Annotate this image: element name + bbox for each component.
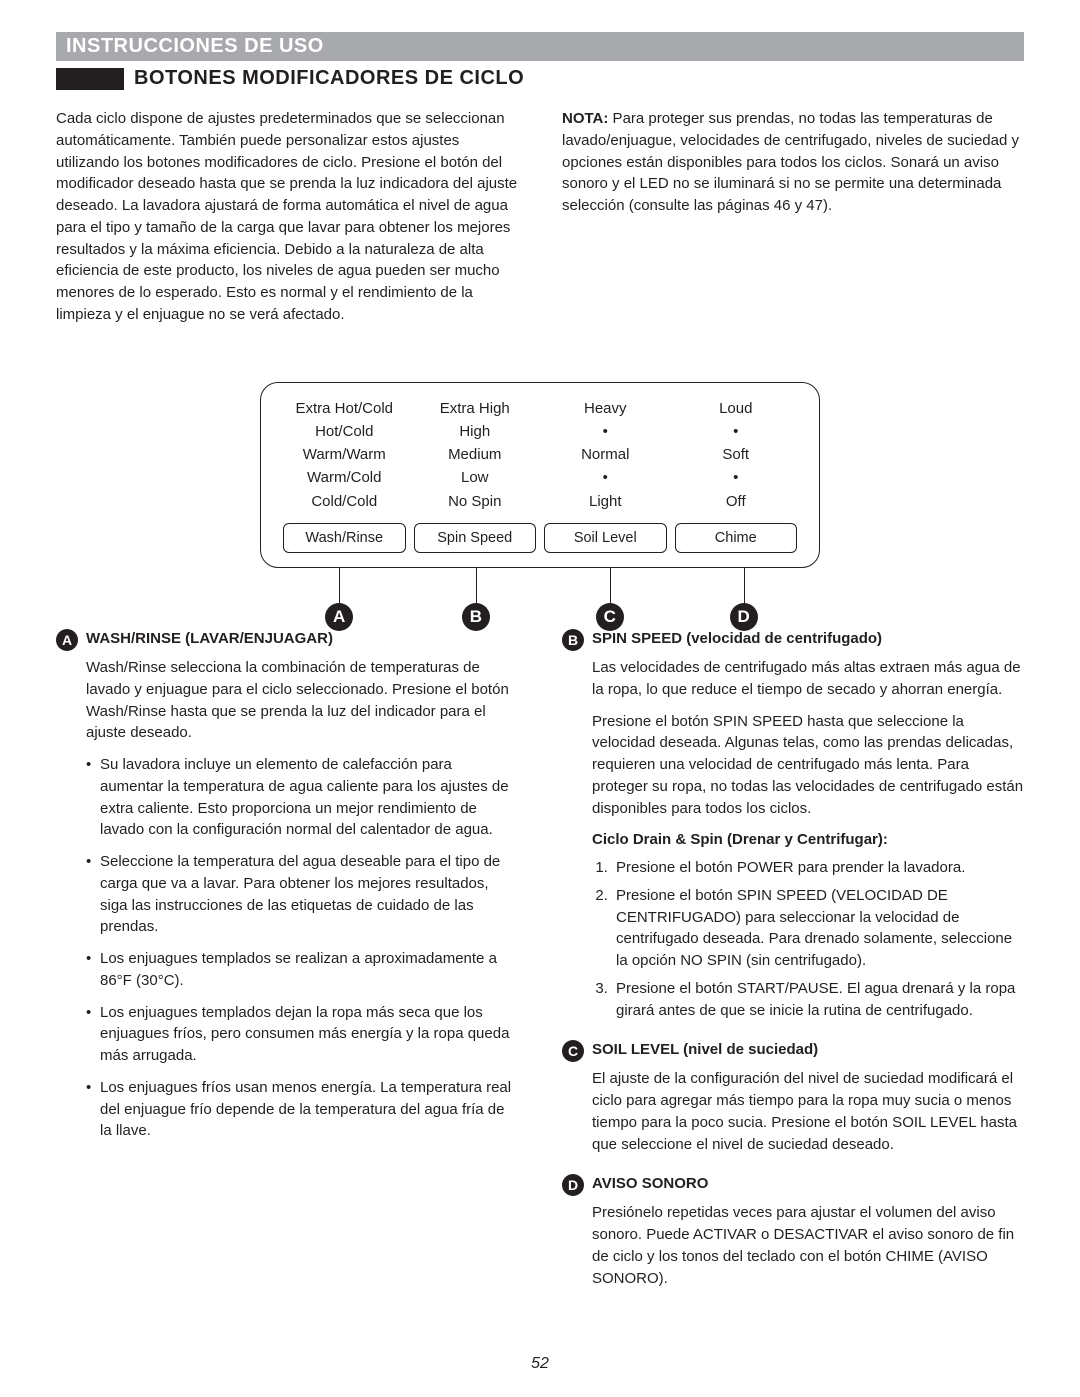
- panel-option: Normal: [544, 443, 667, 466]
- panel-callout-b: B: [462, 603, 490, 631]
- detail-col-left: A WASH/RINSE (LAVAR/ENJUAGAR) Wash/Rinse…: [56, 628, 518, 1307]
- page: INSTRUCCIONES DE USO BOTONES MODIFICADOR…: [0, 0, 1080, 1339]
- bullet-c-icon: C: [562, 1040, 584, 1062]
- panel-options: Loud•Soft•Off: [675, 397, 798, 513]
- panel-option: •: [544, 466, 667, 489]
- control-panel-wrap: Extra Hot/ColdHot/ColdWarm/WarmWarm/Cold…: [56, 382, 1024, 569]
- bullet-a-icon: A: [56, 629, 78, 651]
- panel-option: High: [414, 420, 537, 443]
- nota-label: NOTA:: [562, 110, 608, 127]
- panel-callout-d: D: [730, 603, 758, 631]
- control-panel: Extra Hot/ColdHot/ColdWarm/WarmWarm/Cold…: [260, 382, 820, 569]
- bullet-item: Los enjuagues templados dejan la ropa má…: [86, 1002, 518, 1067]
- panel-button-soil-level: Soil Level: [544, 523, 667, 553]
- bullet-item: Su lavadora incluye un elemento de calef…: [86, 754, 518, 841]
- panel-column-b: Extra HighHighMediumLowNo Spin Spin Speed: [410, 397, 541, 554]
- bullet-item: Los enjuagues templados se realizan a ap…: [86, 948, 518, 992]
- section-b-p1: Las velocidades de centrifugado más alta…: [592, 657, 1024, 701]
- section-title-row: BOTONES MODIFICADORES DE CICLO: [56, 67, 1024, 90]
- section-d: D AVISO SONORO Presiónelo repetidas vece…: [562, 1173, 1024, 1289]
- panel-option: Light: [544, 490, 667, 513]
- panel-options: Heavy•Normal•Light: [544, 397, 667, 513]
- panel-option: No Spin: [414, 490, 537, 513]
- intro-right: NOTA: Para proteger sus prendas, no toda…: [562, 108, 1024, 326]
- bullet-d-icon: D: [562, 1174, 584, 1196]
- section-b: B SPIN SPEED (velocidad de centrifugado)…: [562, 628, 1024, 1021]
- step-item: Presione el botón START/PAUSE. El agua d…: [612, 978, 1024, 1022]
- panel-option: •: [544, 420, 667, 443]
- panel-option: Extra High: [414, 397, 537, 420]
- bullet-item: Seleccione la temperatura del agua desea…: [86, 851, 518, 938]
- panel-option: Hot/Cold: [283, 420, 406, 443]
- panel-option: Low: [414, 466, 537, 489]
- panel-option: Warm/Warm: [283, 443, 406, 466]
- page-number: 52: [0, 1355, 1080, 1373]
- nota-text: Para proteger sus prendas, no todas las …: [562, 110, 1019, 214]
- section-b-p2: Presione el botón SPIN SPEED hasta que s…: [592, 711, 1024, 820]
- section-c-body: El ajuste de la configuración del nivel …: [592, 1068, 1024, 1155]
- section-c-title: SOIL LEVEL (nivel de suciedad): [592, 1039, 818, 1061]
- panel-option: •: [675, 466, 798, 489]
- step-item: Presione el botón POWER para prender la …: [612, 857, 1024, 879]
- panel-option: Medium: [414, 443, 537, 466]
- panel-callout-a: A: [325, 603, 353, 631]
- section-c: C SOIL LEVEL (nivel de suciedad) El ajus…: [562, 1039, 1024, 1155]
- section-d-body: Presiónelo repetidas veces para ajustar …: [592, 1202, 1024, 1289]
- panel-option: Loud: [675, 397, 798, 420]
- section-a-lead: Wash/Rinse selecciona la combinación de …: [86, 657, 518, 744]
- detail-col-right: B SPIN SPEED (velocidad de centrifugado)…: [562, 628, 1024, 1307]
- bullet-item: Los enjuagues fríos usan menos energía. …: [86, 1077, 518, 1142]
- panel-option: Warm/Cold: [283, 466, 406, 489]
- panel-column-c: Heavy•Normal•LightSoil Level: [540, 397, 671, 554]
- panel-callout-c: C: [596, 603, 624, 631]
- panel-button-wash-rinse: Wash/Rinse: [283, 523, 406, 553]
- section-b-steps: Presione el botón POWER para prender la …: [592, 857, 1024, 1021]
- panel-column-a: Extra Hot/ColdHot/ColdWarm/WarmWarm/Cold…: [279, 397, 410, 554]
- panel-option: Soft: [675, 443, 798, 466]
- section-a-bullets: Su lavadora incluye un elemento de calef…: [86, 754, 518, 1142]
- panel-options: Extra Hot/ColdHot/ColdWarm/WarmWarm/Cold…: [283, 397, 406, 513]
- detail-columns: A WASH/RINSE (LAVAR/ENJUAGAR) Wash/Rinse…: [56, 628, 1024, 1307]
- section-title: BOTONES MODIFICADORES DE CICLO: [134, 67, 524, 90]
- panel-option: •: [675, 420, 798, 443]
- intro-columns: Cada ciclo dispone de ajustes predetermi…: [56, 108, 1024, 326]
- section-title-block: [56, 68, 124, 90]
- section-b-sub: Ciclo Drain & Spin (Drenar y Centrifugar…: [592, 829, 1024, 851]
- panel-button-chime: Chime: [675, 523, 798, 553]
- panel-option: Extra Hot/Cold: [283, 397, 406, 420]
- panel-options: Extra HighHighMediumLowNo Spin: [414, 397, 537, 513]
- panel-option: Cold/Cold: [283, 490, 406, 513]
- panel-button-spin-speed: Spin Speed: [414, 523, 537, 553]
- intro-left: Cada ciclo dispone de ajustes predetermi…: [56, 108, 518, 326]
- panel-column-d: Loud•Soft•OffChime: [671, 397, 802, 554]
- page-header: INSTRUCCIONES DE USO: [56, 32, 1024, 61]
- section-d-title: AVISO SONORO: [592, 1173, 708, 1195]
- section-a: A WASH/RINSE (LAVAR/ENJUAGAR) Wash/Rinse…: [56, 628, 518, 1142]
- step-item: Presione el botón SPIN SPEED (VELOCIDAD …: [612, 885, 1024, 972]
- panel-option: Heavy: [544, 397, 667, 420]
- panel-option: Off: [675, 490, 798, 513]
